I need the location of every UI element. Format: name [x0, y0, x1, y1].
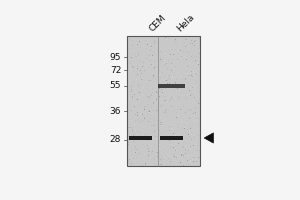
Bar — [158, 84, 185, 88]
Text: 55: 55 — [110, 81, 121, 90]
Text: 28: 28 — [110, 135, 121, 144]
Text: 95: 95 — [110, 53, 121, 62]
Text: Hela: Hela — [176, 12, 196, 33]
Bar — [127, 36, 200, 166]
Text: 36: 36 — [110, 107, 121, 116]
Bar — [129, 136, 152, 140]
Text: 72: 72 — [110, 66, 121, 75]
Polygon shape — [204, 133, 213, 143]
Text: CEM: CEM — [148, 13, 168, 33]
Bar — [160, 136, 183, 140]
